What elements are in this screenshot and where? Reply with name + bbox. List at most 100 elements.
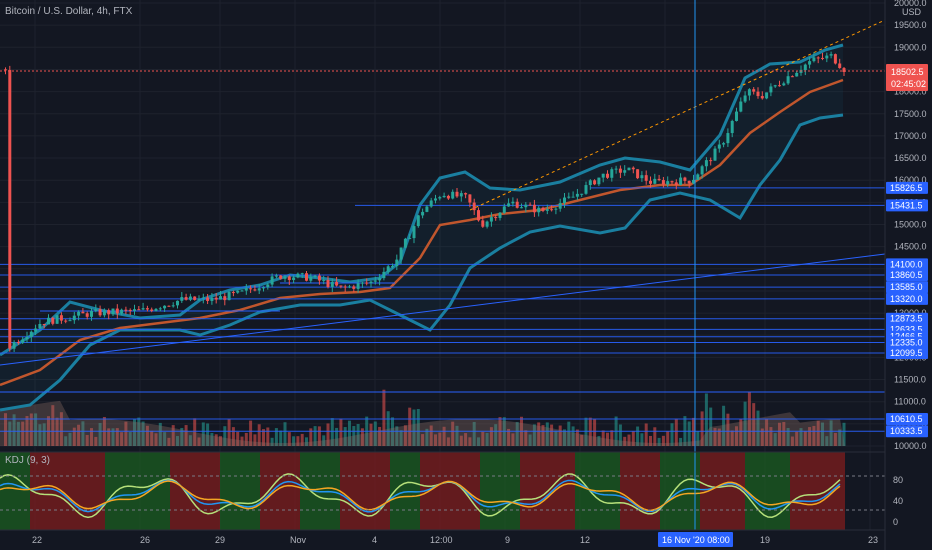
volume-bar [339,418,343,446]
volume-bar [309,428,313,446]
candle [227,292,231,301]
upper-band [0,43,844,357]
candle [343,286,347,288]
volume-bar [588,417,592,446]
candle [713,148,717,161]
candle [369,281,373,284]
candle [16,342,20,344]
candle [829,54,833,56]
candle [395,259,399,267]
volume-bar [485,432,489,446]
volume-bar [567,421,571,446]
candle [55,315,59,324]
candle [180,297,184,301]
volume-bar [29,413,33,446]
volume-bar [425,428,429,446]
lower-band [0,113,844,412]
kdj-zone-bull [480,452,520,530]
trend-lines[interactable] [0,19,886,366]
volume-bar [81,421,85,446]
candle [107,310,111,315]
candle [696,174,700,180]
volume-bar [468,437,472,446]
price-tick-label: 11500.0 [894,375,926,385]
candle [403,238,407,248]
volume-bar [322,435,326,446]
volume-bar [360,428,364,446]
volume-bar [640,433,644,446]
candle [184,297,188,300]
volume-bar [812,425,816,446]
kdj-lines [0,473,841,519]
time-axis[interactable]: 22 26 29 Nov 4 12:00 9 12 19 23 16 Nov '20 08:00 [0,529,885,547]
kdj-zone-bull [0,452,30,530]
level-tag [886,412,928,425]
candle [72,315,76,321]
volume-bar [403,425,407,446]
indicator-label[interactable]: KDJ (9, 3) [5,455,51,466]
price-axis[interactable]: 20000.019500.019000.018500.018000.017500… [884,0,928,550]
candle [335,281,339,286]
candle [348,286,351,288]
candle [636,169,640,179]
volume-bar [141,421,145,446]
volume-bar [700,411,704,446]
volume-bar [730,430,734,446]
candle [94,309,98,312]
volume-bar [55,417,59,446]
candle [167,305,171,307]
candle [640,175,644,179]
trend-line-dashed [469,19,886,211]
candle [12,342,16,349]
candle [571,196,575,198]
candle [666,181,670,185]
volume-bar [124,421,128,446]
candle [386,266,390,272]
candle [339,285,343,287]
candle [584,185,588,194]
candle [356,283,360,289]
candle [455,191,459,197]
candle [154,308,158,311]
volume-bar [270,437,274,446]
symbol-title[interactable]: Bitcoin / U.S. Dollar, 4h, FTX [5,6,133,17]
price-tick-label: 19500.0 [894,20,927,30]
volume-bar [38,424,42,446]
volume-bar [464,433,468,446]
volume-bar [145,425,149,446]
candle [803,64,807,71]
level-tag [886,268,928,281]
kdj-tick-label: 0 [893,517,898,527]
candle [378,278,382,281]
candle [59,315,63,321]
candle [515,201,519,208]
volume-bar [227,419,231,446]
kdj-zone-bear [620,452,660,530]
price-tick-label: 15000.0 [894,220,927,230]
volume-bar [550,424,554,446]
volume-bar [541,425,545,446]
candle [812,57,816,62]
candle [201,297,205,299]
volume-bar [795,431,799,446]
time-label: 9 [505,535,510,545]
volume-bar [150,430,154,446]
volume-bar [842,422,846,446]
time-label: 26 [140,535,150,545]
horizontal-levels[interactable] [0,187,885,432]
candle [442,195,446,198]
volume-bar [597,436,601,446]
volume-bar [782,421,786,446]
candle [38,324,42,329]
level-tag [886,258,928,271]
volume-bar [382,389,386,446]
candle [627,167,631,171]
volume-bar [253,434,257,446]
candle [150,309,154,311]
candle [111,308,115,315]
volume-bar [571,426,575,446]
volume-bar [158,422,162,446]
candle [825,55,829,59]
volume-bar [666,431,670,446]
